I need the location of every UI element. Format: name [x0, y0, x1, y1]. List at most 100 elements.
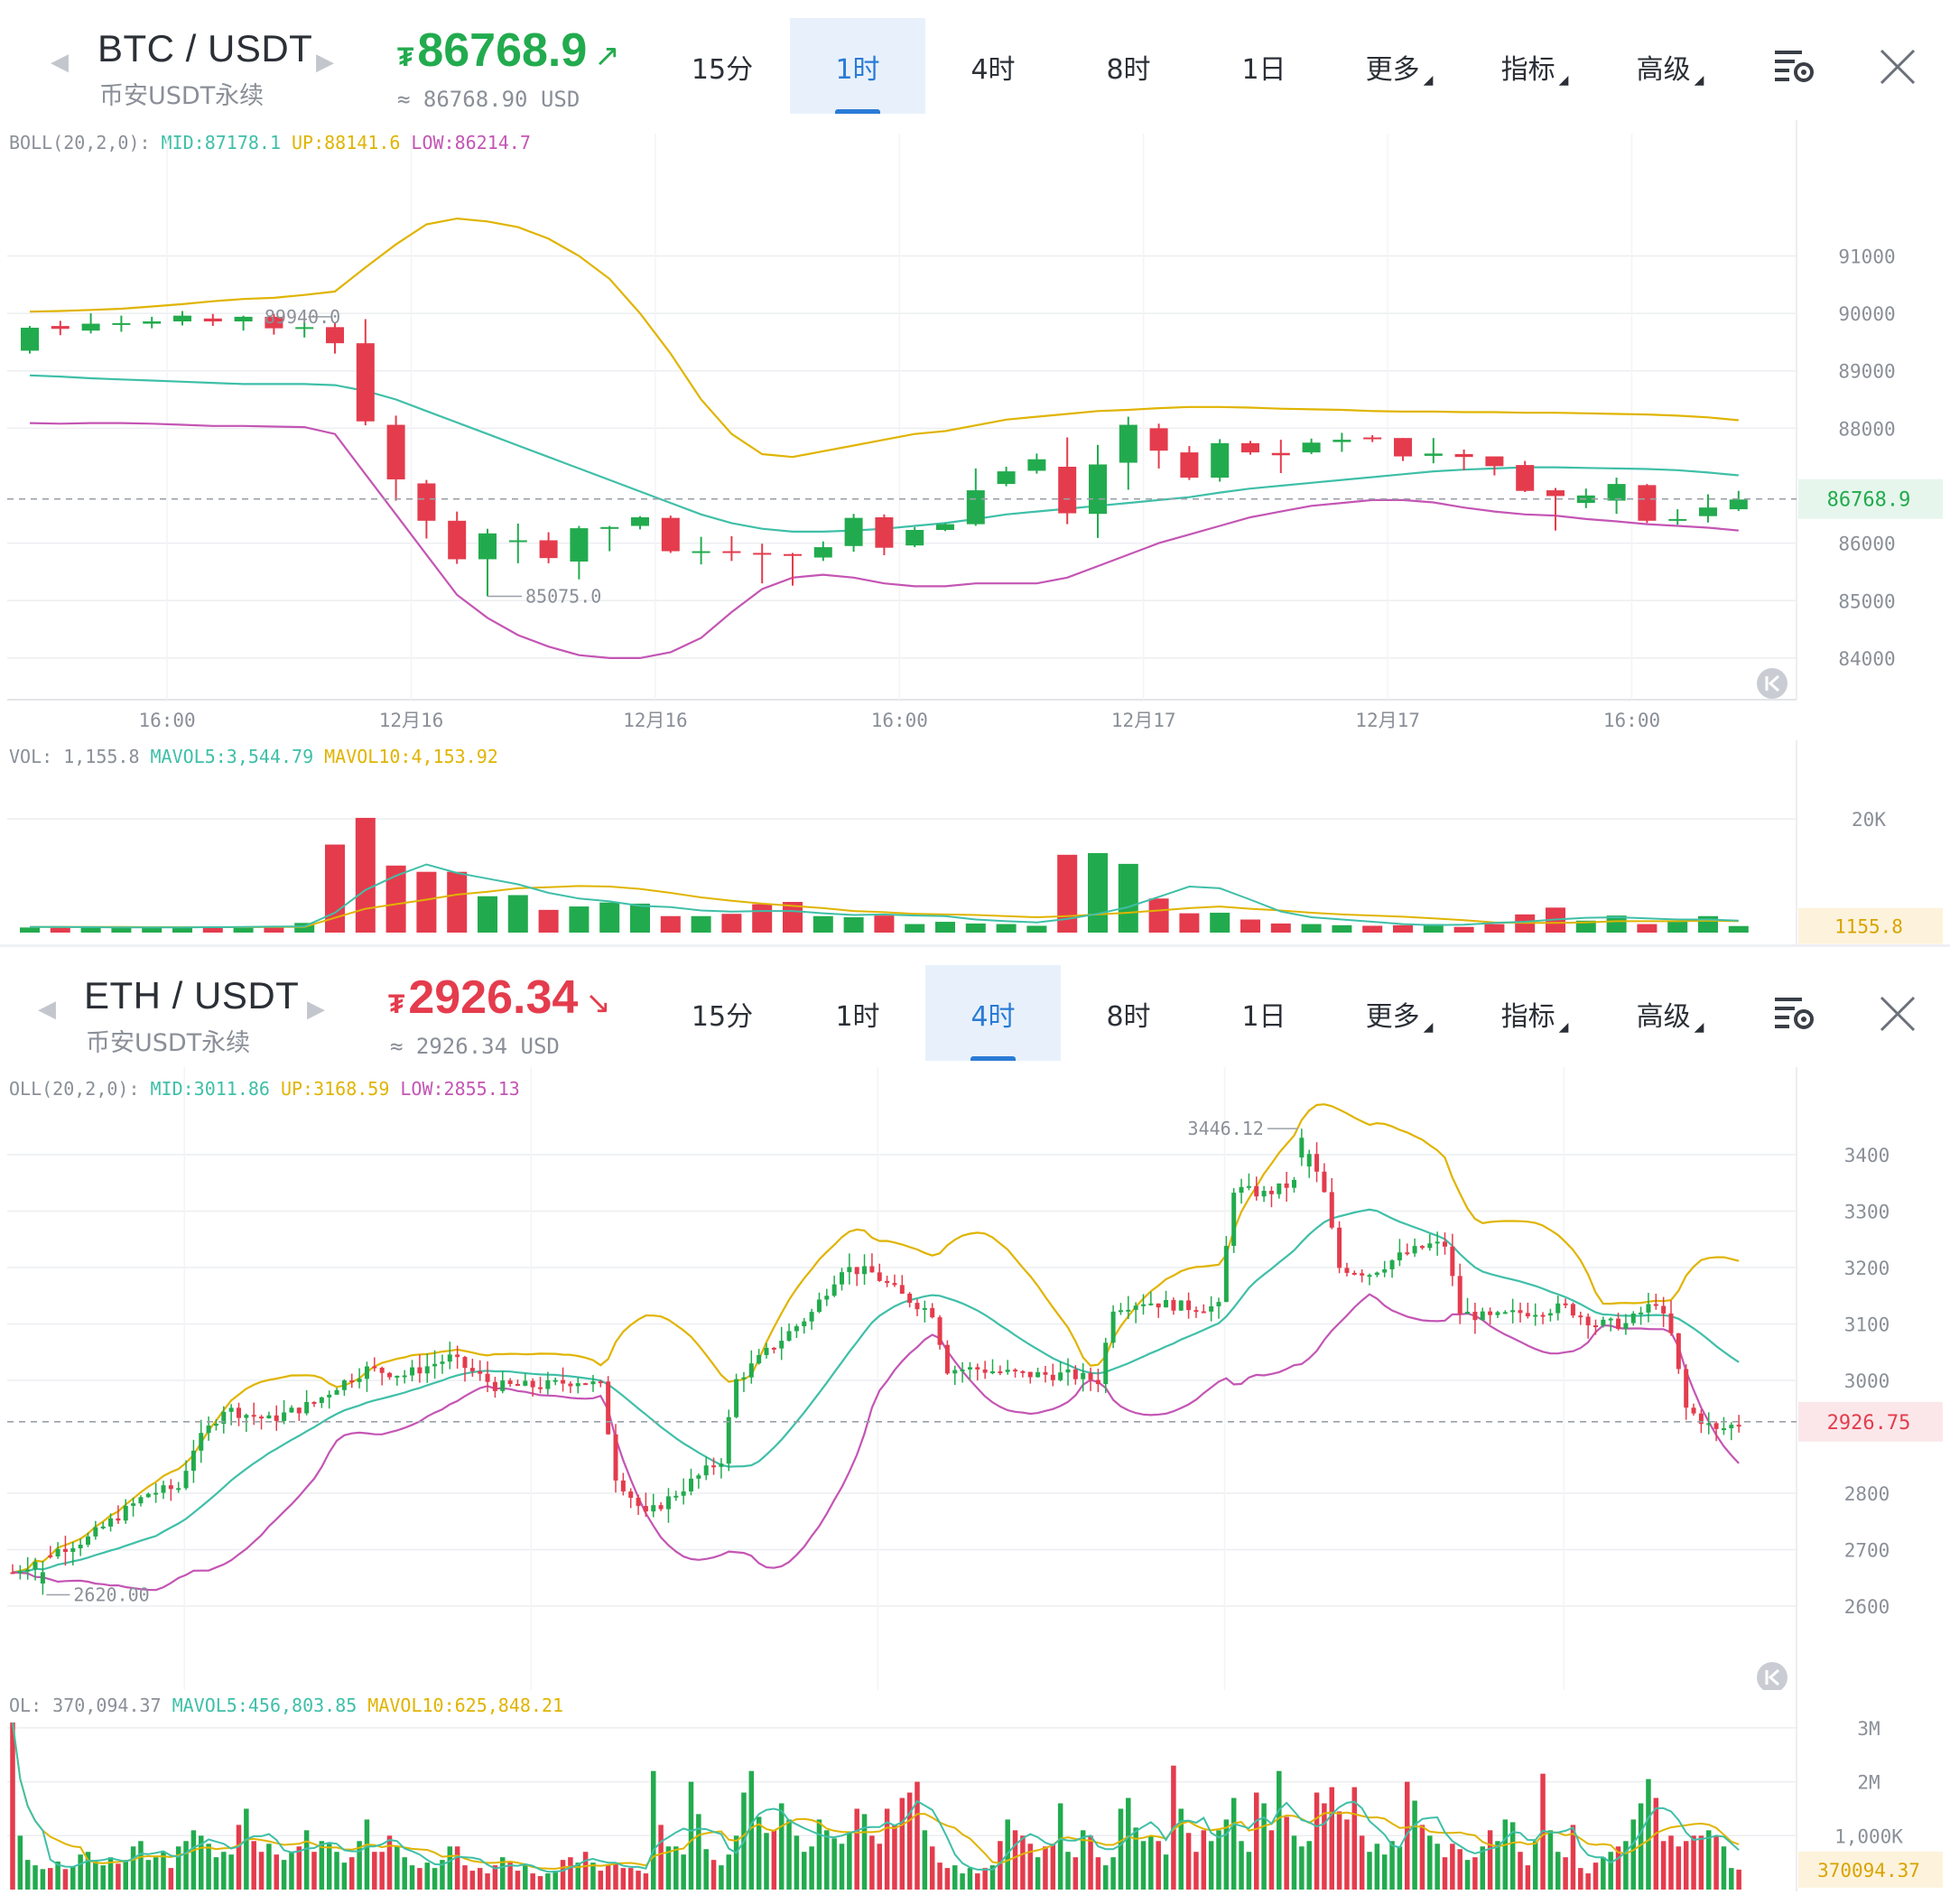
x-tick-label: 16:00	[138, 710, 195, 731]
candle-body	[221, 1411, 227, 1425]
vol-legend-value: OL: 370,094.37	[9, 1695, 162, 1716]
tab-interval-0[interactable]: 15分	[655, 18, 790, 114]
candle-body	[48, 1555, 53, 1557]
volume-bar	[1423, 924, 1444, 933]
btc-volume-chart[interactable]: 20K 1155.8	[0, 740, 1950, 944]
candle-body	[1601, 1319, 1606, 1326]
y-tick-label: 2800	[1844, 1483, 1890, 1505]
candle-body	[1540, 1314, 1546, 1317]
volume-bar	[264, 926, 284, 933]
candle-body	[967, 1367, 972, 1370]
mavol5-value: MAVOL5:456,803.85	[172, 1695, 358, 1716]
tab-label: 1日	[1241, 1001, 1286, 1033]
next-symbol-arrow-icon[interactable]: ▶	[307, 996, 325, 1023]
jump-to-latest-icon[interactable]	[1757, 1662, 1788, 1690]
tab-label: 4时	[970, 1001, 1016, 1033]
volume-bar	[1110, 1857, 1116, 1890]
eth-volume-chart[interactable]: 3M 2M 1,000K 370094.37	[0, 1687, 1950, 1891]
candle-body	[1661, 1305, 1667, 1314]
tab-interval-3[interactable]: 8时	[1061, 18, 1196, 114]
candle-body	[696, 1475, 701, 1479]
candle-body	[1171, 1300, 1176, 1311]
tab-interval-2[interactable]: 4时	[925, 965, 1061, 1061]
candle-body	[1058, 1372, 1063, 1380]
boll-lower-line	[12, 1293, 1740, 1592]
candle-body	[722, 551, 741, 553]
volume-bar	[424, 1862, 430, 1890]
mavol5-value: MAVOL5:3,544.79	[150, 746, 314, 767]
tab-interval-4[interactable]: 1日	[1196, 965, 1332, 1061]
volume-bar	[1646, 1779, 1651, 1890]
close-icon[interactable]	[1874, 43, 1921, 90]
candle-body	[899, 1285, 905, 1294]
candle-body	[794, 1326, 799, 1332]
tab-interval-1[interactable]: 1时	[790, 18, 925, 114]
chart-settings-icon[interactable]	[1771, 990, 1818, 1037]
volume-bar	[1201, 1830, 1207, 1890]
volume-bar	[1389, 1841, 1395, 1890]
volume-bar	[1193, 1852, 1199, 1890]
candle-body	[1164, 1300, 1169, 1308]
volume-bar	[537, 1876, 543, 1890]
volume-bar	[281, 1860, 287, 1890]
candle-body	[1555, 1303, 1561, 1314]
tab-interval-2[interactable]: 4时	[925, 18, 1061, 114]
candle-body	[296, 1407, 302, 1414]
candle-body	[1149, 428, 1168, 451]
volume-bar	[1065, 1852, 1071, 1890]
pair-title[interactable]: ETH / USDT	[84, 974, 300, 1017]
volume-bar	[884, 1808, 890, 1890]
volume-bar	[590, 1862, 596, 1890]
tab-interval-6[interactable]: 指标 ◢	[1467, 18, 1602, 114]
volume-bar	[1484, 924, 1505, 933]
tab-interval-5[interactable]: 更多 ◢	[1332, 18, 1467, 114]
tab-interval-5[interactable]: 更多 ◢	[1332, 965, 1467, 1061]
tab-interval-6[interactable]: 指标 ◢	[1467, 965, 1602, 1061]
y-tick-label: 1,000K	[1834, 1825, 1903, 1847]
close-icon[interactable]	[1874, 990, 1921, 1037]
candle-body	[1713, 1423, 1719, 1429]
tab-interval-7[interactable]: 高级 ◢	[1602, 18, 1738, 114]
candle-body	[998, 1371, 1003, 1374]
tab-interval-3[interactable]: 8时	[1061, 965, 1196, 1061]
boll-lower-line	[29, 422, 1739, 659]
volume-bar	[93, 1861, 98, 1890]
next-symbol-arrow-icon[interactable]: ▶	[316, 49, 334, 76]
pair-title[interactable]: BTC / USDT	[98, 27, 313, 70]
candle-body	[771, 1347, 776, 1350]
prev-symbol-arrow-icon[interactable]: ◀	[51, 49, 69, 76]
eth-price-chart[interactable]: 3400330032003100300028002700260011月2311月…	[0, 1067, 1950, 1690]
candle-body	[651, 1505, 656, 1512]
volume-bar	[1299, 1846, 1305, 1890]
chart-settings-icon[interactable]	[1771, 43, 1818, 90]
volume-bar	[432, 1868, 438, 1890]
candle-body	[1699, 507, 1717, 516]
y-tick-label: 3400	[1844, 1145, 1890, 1166]
candle-body	[161, 1485, 166, 1493]
candle-body	[1156, 1303, 1161, 1308]
y-tick-label: 3200	[1844, 1258, 1890, 1279]
tab-interval-4[interactable]: 1日	[1196, 18, 1332, 114]
last-price-label: 2926.75	[1827, 1412, 1911, 1435]
candle-body	[1608, 1318, 1613, 1321]
candle-body	[539, 540, 558, 559]
volume-bar	[1246, 1852, 1252, 1890]
tab-interval-0[interactable]: 15分	[655, 965, 790, 1061]
candle-body	[203, 318, 222, 321]
candle-body	[831, 1284, 837, 1296]
candle-body	[726, 1416, 731, 1464]
tab-interval-7[interactable]: 高级 ◢	[1602, 965, 1738, 1061]
candle-body	[1389, 1260, 1395, 1269]
candle-body	[1736, 1425, 1741, 1427]
btc-price-chart[interactable]: 91000 90000 89000 88000 86000 85000 84000 16:00…	[0, 120, 1950, 743]
eth-header: ◀ ETH / USDT 币安USDT永续 ▶ ₮2926.34 ↘ ≈ 2926…	[0, 947, 1950, 1067]
candle-body	[32, 1562, 38, 1570]
candle-body	[636, 1498, 641, 1507]
volume-bar	[877, 1844, 882, 1890]
volume-bar	[372, 1852, 377, 1890]
jump-to-latest-icon[interactable]	[1757, 668, 1788, 699]
mavol10-value: MAVOL10:4,153.92	[324, 746, 498, 767]
volume-bar	[854, 1808, 859, 1890]
prev-symbol-arrow-icon[interactable]: ◀	[38, 996, 56, 1023]
tab-interval-1[interactable]: 1时	[790, 965, 925, 1061]
